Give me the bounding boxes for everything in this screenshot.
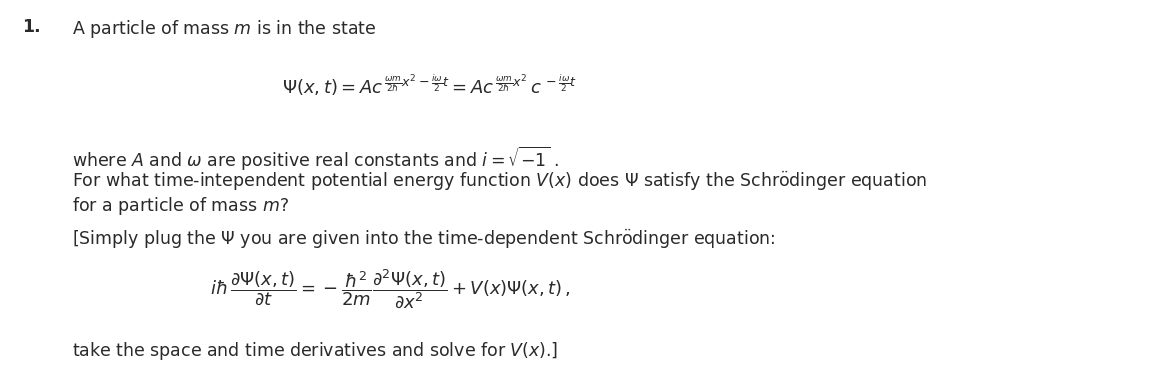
Text: where $A$ and $\omega$ are positive real constants and $i = \sqrt{-1}$ .: where $A$ and $\omega$ are positive real… [72, 145, 560, 173]
Text: $i\hbar\,\dfrac{\partial\Psi(x,t)}{\partial t} = -\dfrac{\hbar^2}{2m}\dfrac{\par: $i\hbar\,\dfrac{\partial\Psi(x,t)}{\part… [209, 268, 570, 311]
Text: [Simply plug the $\Psi$ you are given into the time-dependent Schr$\ddot{\rm o}$: [Simply plug the $\Psi$ you are given in… [72, 228, 776, 251]
Text: For what time-intependent potential energy function $V(x)$ does $\Psi$ satisfy t: For what time-intependent potential ener… [72, 170, 927, 193]
Text: take the space and time derivatives and solve for $V(x)$.]: take the space and time derivatives and … [72, 340, 558, 362]
Text: $\Psi(x,t) = Ac^{\,\frac{\omega m}{2\hbar}x^2 - \frac{i\omega}{2}t} = Ac^{\,\fra: $\Psi(x,t) = Ac^{\,\frac{\omega m}{2\hba… [283, 72, 578, 97]
Text: A particle of mass $m$ is in the state: A particle of mass $m$ is in the state [72, 18, 377, 40]
Text: for a particle of mass $m$?: for a particle of mass $m$? [72, 195, 288, 217]
Text: 1.: 1. [22, 18, 40, 36]
